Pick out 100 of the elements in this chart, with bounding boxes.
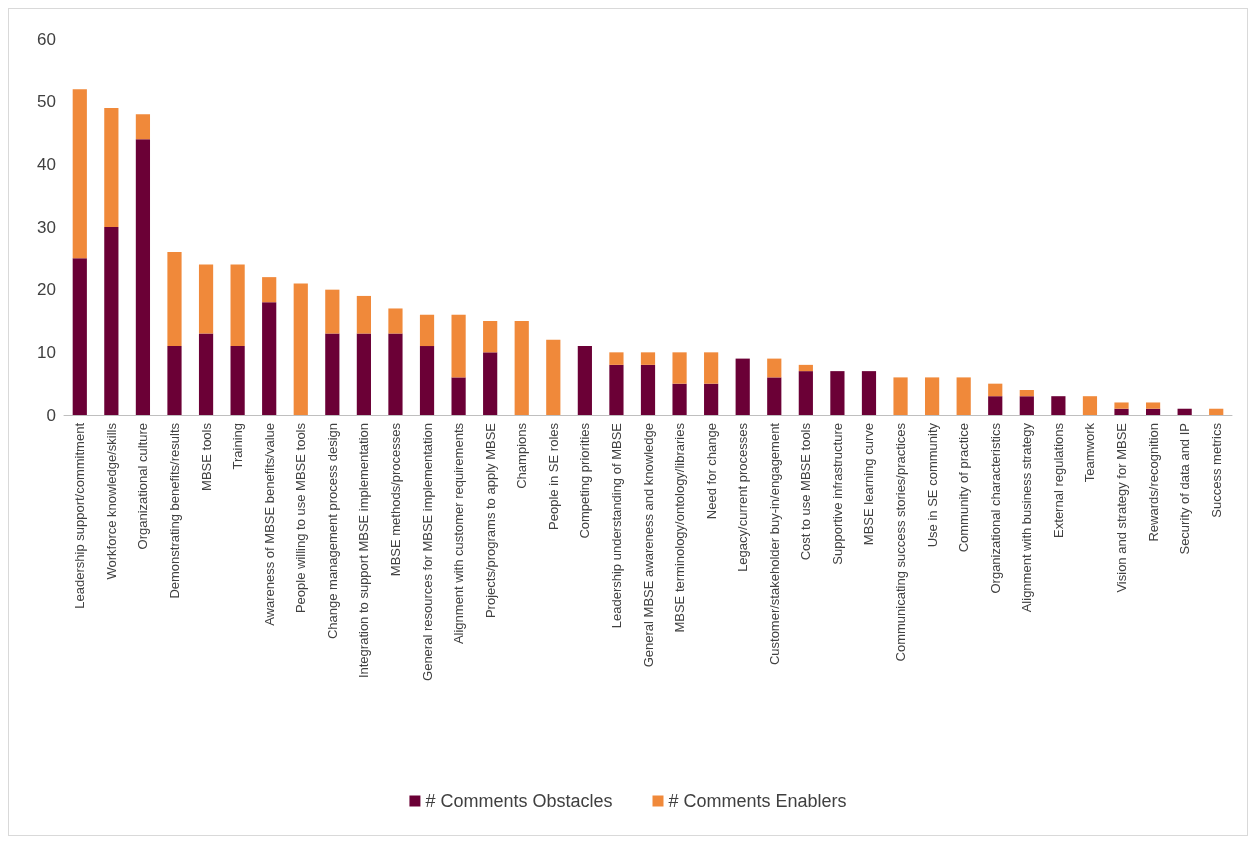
bar (104, 227, 119, 415)
x-tick-label: MBSE tools (198, 422, 214, 491)
bar (1019, 389, 1034, 397)
x-tick-label: Projects/programs to apply MBSE (482, 422, 498, 619)
bar (167, 346, 182, 415)
bar (1019, 396, 1034, 415)
x-tick-label: Competing priorities (577, 422, 593, 539)
bar (72, 89, 87, 259)
bar (483, 352, 498, 415)
bar (483, 321, 498, 353)
bar (672, 352, 687, 384)
x-tick-label: Vision and strategy for MBSE (1114, 422, 1130, 593)
bar (767, 377, 782, 415)
bar (1209, 408, 1224, 415)
bar (988, 396, 1003, 415)
bar (1145, 408, 1161, 415)
bar (704, 352, 719, 384)
bar (135, 114, 151, 140)
x-tick-label: Community of practice (956, 423, 972, 553)
x-tick-label: MBSE methods/processes (387, 422, 403, 577)
bar (1051, 396, 1066, 415)
x-tick-label: Leadership support/commitment (72, 422, 88, 609)
x-tick-label: Rewards/recognition (1145, 423, 1161, 542)
bar (198, 264, 214, 334)
bar (262, 277, 277, 303)
bar (230, 264, 245, 347)
x-tick-label: Success metrics (1208, 422, 1224, 518)
x-tick-label: Organizational culture (135, 423, 151, 550)
bar (988, 383, 1003, 397)
bar (72, 258, 87, 415)
bar (388, 308, 403, 334)
bar (451, 314, 466, 378)
bar (956, 377, 971, 415)
x-tick-label: General resources for MBSE implementation (419, 423, 435, 681)
bar (861, 371, 877, 415)
bar (798, 364, 813, 372)
bar (640, 352, 656, 365)
bar (672, 383, 687, 415)
bar (388, 333, 403, 415)
bar (1114, 408, 1129, 415)
x-tick-label: Organizational characteristics (987, 422, 1003, 594)
legend-label: # Comments Obstacles (425, 791, 613, 811)
x-tick-label: Communicating success stories/practices (893, 422, 909, 662)
y-tick-label: 40 (37, 154, 56, 174)
x-tick-label: Change management process design (324, 423, 340, 640)
bar (167, 252, 182, 347)
bar (451, 377, 466, 415)
bar (419, 346, 435, 415)
x-tick-label: Teamwork (1082, 422, 1098, 483)
bar (262, 302, 277, 415)
x-tick-label: People willing to use MBSE tools (293, 422, 309, 614)
x-tick-label: Customer/stakeholder buy-in/engagement (766, 422, 782, 666)
bar (546, 339, 561, 415)
x-tick-label: MBSE terminology/ontology/libraries (672, 422, 688, 633)
bar (325, 289, 340, 334)
y-tick-label: 30 (37, 217, 56, 237)
bar (104, 107, 119, 227)
x-tick-label: Security of data and IP (1177, 423, 1193, 555)
bar (767, 358, 782, 378)
legend-label: # Comments Enablers (668, 791, 847, 811)
bar (798, 371, 813, 415)
x-tick-label: Alignment with customer requirements (451, 422, 467, 645)
x-tick-label: Awareness of MBSE benefits/value (261, 423, 277, 626)
x-tick-label: Integration to support MBSE implementation (356, 423, 372, 679)
x-tick-label: Cost to use MBSE tools (798, 422, 814, 561)
x-tick-label: People in SE roles (545, 422, 561, 530)
y-tick-label: 60 (37, 29, 56, 49)
bar (1145, 402, 1161, 409)
bar (1177, 408, 1192, 415)
x-tick-label: General MBSE awareness and knowledge (640, 423, 656, 668)
bar (704, 383, 719, 415)
x-tick-label: Champions (514, 422, 530, 489)
bar (609, 364, 624, 415)
bar (135, 139, 151, 415)
bar (609, 352, 624, 365)
x-tick-label: Supportive infrastructure (829, 423, 845, 565)
y-tick-label: 0 (46, 405, 56, 425)
bar (356, 295, 371, 334)
bar (356, 333, 371, 415)
bar (735, 358, 750, 415)
bar (293, 283, 308, 415)
x-tick-label: External regulations (1050, 422, 1066, 538)
x-tick-label: Legacy/current processes (735, 422, 751, 572)
bar (198, 333, 214, 415)
x-tick-label: Demonstrating benefits/results (166, 422, 182, 599)
y-tick-label: 10 (37, 342, 56, 362)
bar (925, 377, 940, 415)
x-tick-label: Workforce knowledge/skills (103, 422, 119, 580)
x-tick-label: Use in SE community (924, 422, 940, 548)
bar (830, 371, 845, 415)
y-tick-label: 20 (37, 280, 56, 300)
x-tick-label: Training (230, 423, 246, 470)
x-tick-label: Leadership understanding of MBSE (608, 422, 624, 629)
bar (1082, 396, 1098, 415)
x-tick-label: MBSE learning curve (861, 423, 877, 546)
bar (325, 333, 340, 415)
y-tick-label: 50 (37, 92, 56, 112)
bar (230, 346, 245, 415)
bar (1114, 402, 1129, 409)
x-tick-label: Need for change (703, 423, 719, 520)
